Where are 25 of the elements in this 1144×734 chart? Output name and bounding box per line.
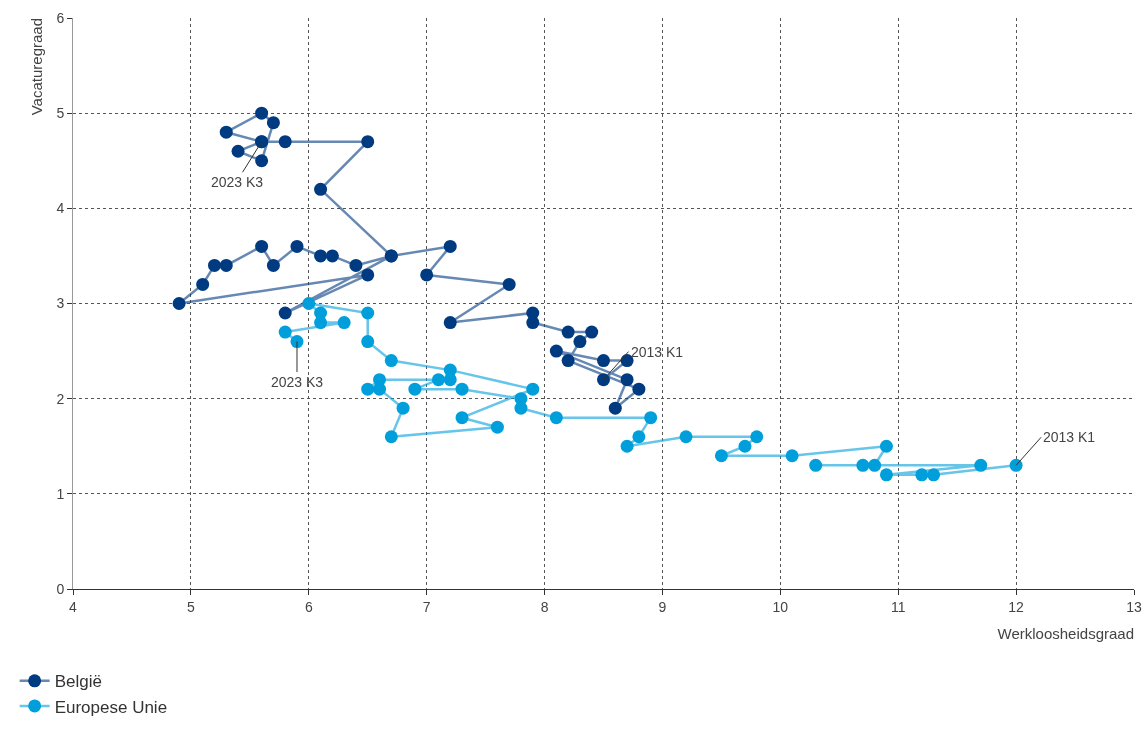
y-tick-label: 5 — [56, 105, 65, 122]
annotation: 2023 K3 — [211, 174, 264, 190]
legend-label: België — [54, 672, 102, 692]
x-tick-label: 8 — [540, 598, 549, 615]
y-tick-label: 0 — [56, 580, 65, 597]
x-tick-label: 6 — [304, 598, 313, 615]
x-tick-label: 12 — [1008, 598, 1025, 615]
annotation: 2023 K3 — [271, 374, 324, 390]
x-tick-label: 5 — [186, 598, 195, 615]
y-tick-label: 1 — [56, 485, 65, 502]
x-tick-label: 11 — [890, 598, 906, 615]
y-tick-label: 4 — [56, 200, 65, 217]
x-tick-label: 4 — [69, 598, 78, 615]
x-tick-label: 13 — [1126, 598, 1142, 615]
x-tick-label: 9 — [658, 598, 667, 615]
y-tick-label: 3 — [56, 295, 65, 312]
legend-label: Europese Unie — [54, 697, 168, 717]
x-tick-label: 10 — [772, 598, 789, 615]
annotation: 2013 K1 — [631, 344, 684, 360]
x-axis-title: Werkloosheidsgraad — [997, 624, 1134, 642]
y-axis-title: Vacaturegraad — [27, 18, 45, 116]
annotation: 2013 K1 — [1043, 429, 1096, 445]
y-tick-label: 2 — [56, 390, 65, 407]
y-tick-label: 6 — [56, 9, 65, 26]
x-tick-label: 7 — [422, 598, 431, 615]
